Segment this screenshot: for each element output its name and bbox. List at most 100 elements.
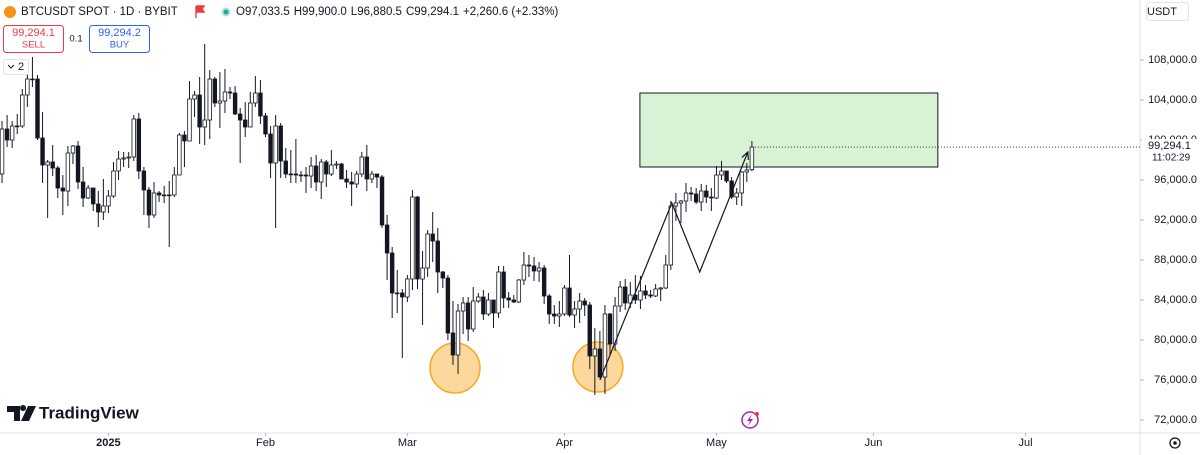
candle-body bbox=[349, 181, 354, 185]
candle-body bbox=[192, 94, 197, 100]
open: O97,033.5 bbox=[236, 6, 290, 18]
candle-body bbox=[460, 302, 466, 312]
candle-body bbox=[541, 267, 547, 297]
candle-body bbox=[359, 156, 364, 175]
x-tick-label: 2025 bbox=[96, 437, 120, 449]
buy-button[interactable] bbox=[89, 25, 150, 53]
candle-body bbox=[658, 287, 663, 290]
y-tick-label: 80,000.0 bbox=[1154, 334, 1197, 346]
candle-body bbox=[50, 161, 55, 169]
buy-price: 99,294.2 bbox=[98, 27, 141, 39]
candle-body bbox=[85, 187, 91, 199]
candle-body bbox=[146, 189, 152, 216]
candle-body bbox=[638, 290, 643, 301]
candle-body bbox=[557, 313, 562, 317]
close: C99,294.1 bbox=[406, 6, 459, 18]
candle-body bbox=[283, 160, 288, 175]
candle-body bbox=[111, 170, 116, 197]
y-tick-label: 92,000.0 bbox=[1154, 214, 1197, 226]
candle-body bbox=[491, 299, 496, 314]
candle-body bbox=[602, 313, 608, 378]
candle-body bbox=[379, 176, 385, 226]
coin-icon bbox=[4, 6, 16, 18]
candle-body bbox=[384, 224, 390, 254]
candle-body bbox=[572, 308, 577, 316]
indicator-toggle[interactable] bbox=[3, 59, 29, 75]
candle-body bbox=[9, 125, 15, 141]
candle-body bbox=[749, 146, 755, 171]
candle-body bbox=[0, 128, 5, 175]
candle-body bbox=[592, 348, 598, 357]
last-price-box bbox=[1142, 139, 1200, 166]
candle-body bbox=[136, 118, 142, 172]
candle-body bbox=[222, 91, 228, 102]
candle-body bbox=[80, 181, 86, 199]
last-price-label: 99,294.1 bbox=[1148, 140, 1191, 152]
y-tick-label: 76,000.0 bbox=[1154, 374, 1197, 386]
candle-body bbox=[55, 167, 60, 189]
candle-body bbox=[714, 174, 719, 199]
candle-body bbox=[344, 178, 349, 183]
candle-body bbox=[313, 165, 319, 183]
candle-body bbox=[237, 113, 243, 121]
sell-button[interactable] bbox=[3, 25, 64, 53]
candle-body bbox=[248, 102, 253, 128]
candle-body bbox=[455, 310, 461, 356]
quantity: 0.1 bbox=[69, 34, 82, 45]
projection-path bbox=[599, 151, 749, 381]
target-zone bbox=[639, 92, 939, 168]
candle-body bbox=[471, 300, 476, 330]
candle-body bbox=[96, 203, 101, 213]
candle-body bbox=[699, 190, 704, 203]
candle-body bbox=[227, 91, 233, 94]
candle-body bbox=[65, 152, 71, 192]
candle-body bbox=[202, 119, 207, 128]
candle-body bbox=[405, 278, 410, 298]
candle-body bbox=[217, 100, 223, 104]
candle-body bbox=[536, 267, 542, 272]
status-dot bbox=[223, 9, 229, 15]
y-tick-label: 72,000.0 bbox=[1154, 414, 1197, 426]
candle-body bbox=[562, 287, 567, 315]
candle-body bbox=[496, 271, 501, 314]
candle-body bbox=[547, 295, 552, 315]
candle-body bbox=[172, 174, 177, 196]
settings-icon[interactable] bbox=[1169, 437, 1181, 449]
candle-body bbox=[4, 128, 10, 141]
candle-body bbox=[486, 299, 491, 315]
candle-body bbox=[374, 173, 380, 178]
candle-body bbox=[263, 115, 268, 135]
candle-body bbox=[628, 294, 633, 304]
candle-body bbox=[587, 304, 592, 357]
event-dot bbox=[755, 412, 759, 416]
plot-area bbox=[0, 44, 939, 395]
candle-body bbox=[440, 271, 446, 279]
candle-body bbox=[293, 173, 299, 176]
candle-body bbox=[683, 192, 689, 202]
candle-body bbox=[531, 265, 537, 272]
candle-body bbox=[430, 233, 435, 242]
chevron bbox=[7, 64, 15, 69]
flag-icon[interactable] bbox=[195, 5, 206, 18]
candle-body bbox=[156, 192, 162, 196]
currency-button[interactable] bbox=[1146, 2, 1189, 21]
candle-body bbox=[273, 125, 278, 164]
candle-body bbox=[607, 313, 613, 345]
x-tick-label: May bbox=[706, 437, 727, 449]
candle-body bbox=[45, 161, 50, 166]
axes: 72,000.0 76,000.0 80,000.0 84,000.0 88,000.0… bbox=[96, 54, 1200, 449]
logo-mark bbox=[7, 405, 36, 421]
bolt bbox=[747, 414, 753, 426]
indicator-count: 2 bbox=[18, 61, 24, 73]
y-tick-label: 108,000.0 bbox=[1148, 54, 1197, 66]
candle-body bbox=[709, 196, 714, 199]
candle-body bbox=[243, 119, 248, 128]
candle-body bbox=[101, 205, 106, 213]
candle-body bbox=[161, 194, 167, 197]
x-tick-label: Feb bbox=[256, 437, 275, 449]
candle-body bbox=[324, 161, 329, 175]
candle-body bbox=[167, 194, 172, 197]
candle-body bbox=[511, 299, 516, 303]
candle-body bbox=[501, 271, 506, 299]
candle-body bbox=[40, 137, 45, 166]
